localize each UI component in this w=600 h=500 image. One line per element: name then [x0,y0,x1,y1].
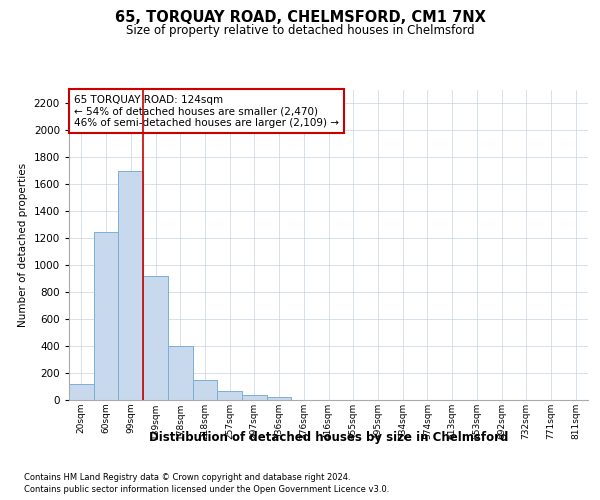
Bar [217,391,242,400]
Text: 65, TORQUAY ROAD, CHELMSFORD, CM1 7NX: 65, TORQUAY ROAD, CHELMSFORD, CM1 7NX [115,10,485,25]
Text: Distribution of detached houses by size in Chelmsford: Distribution of detached houses by size … [149,431,508,444]
Bar [168,346,193,400]
Text: Contains HM Land Registry data © Crown copyright and database right 2024.: Contains HM Land Registry data © Crown c… [24,473,350,482]
Y-axis label: Number of detached properties: Number of detached properties [18,163,28,327]
Bar [118,171,143,400]
Text: 65 TORQUAY ROAD: 124sqm
← 54% of detached houses are smaller (2,470)
46% of semi: 65 TORQUAY ROAD: 124sqm ← 54% of detache… [74,94,339,128]
Bar [193,380,217,400]
Bar [69,384,94,400]
Bar [143,276,168,400]
Text: Size of property relative to detached houses in Chelmsford: Size of property relative to detached ho… [125,24,475,37]
Bar [94,232,118,400]
Bar [267,398,292,400]
Text: Contains public sector information licensed under the Open Government Licence v3: Contains public sector information licen… [24,486,389,494]
Bar [242,396,267,400]
